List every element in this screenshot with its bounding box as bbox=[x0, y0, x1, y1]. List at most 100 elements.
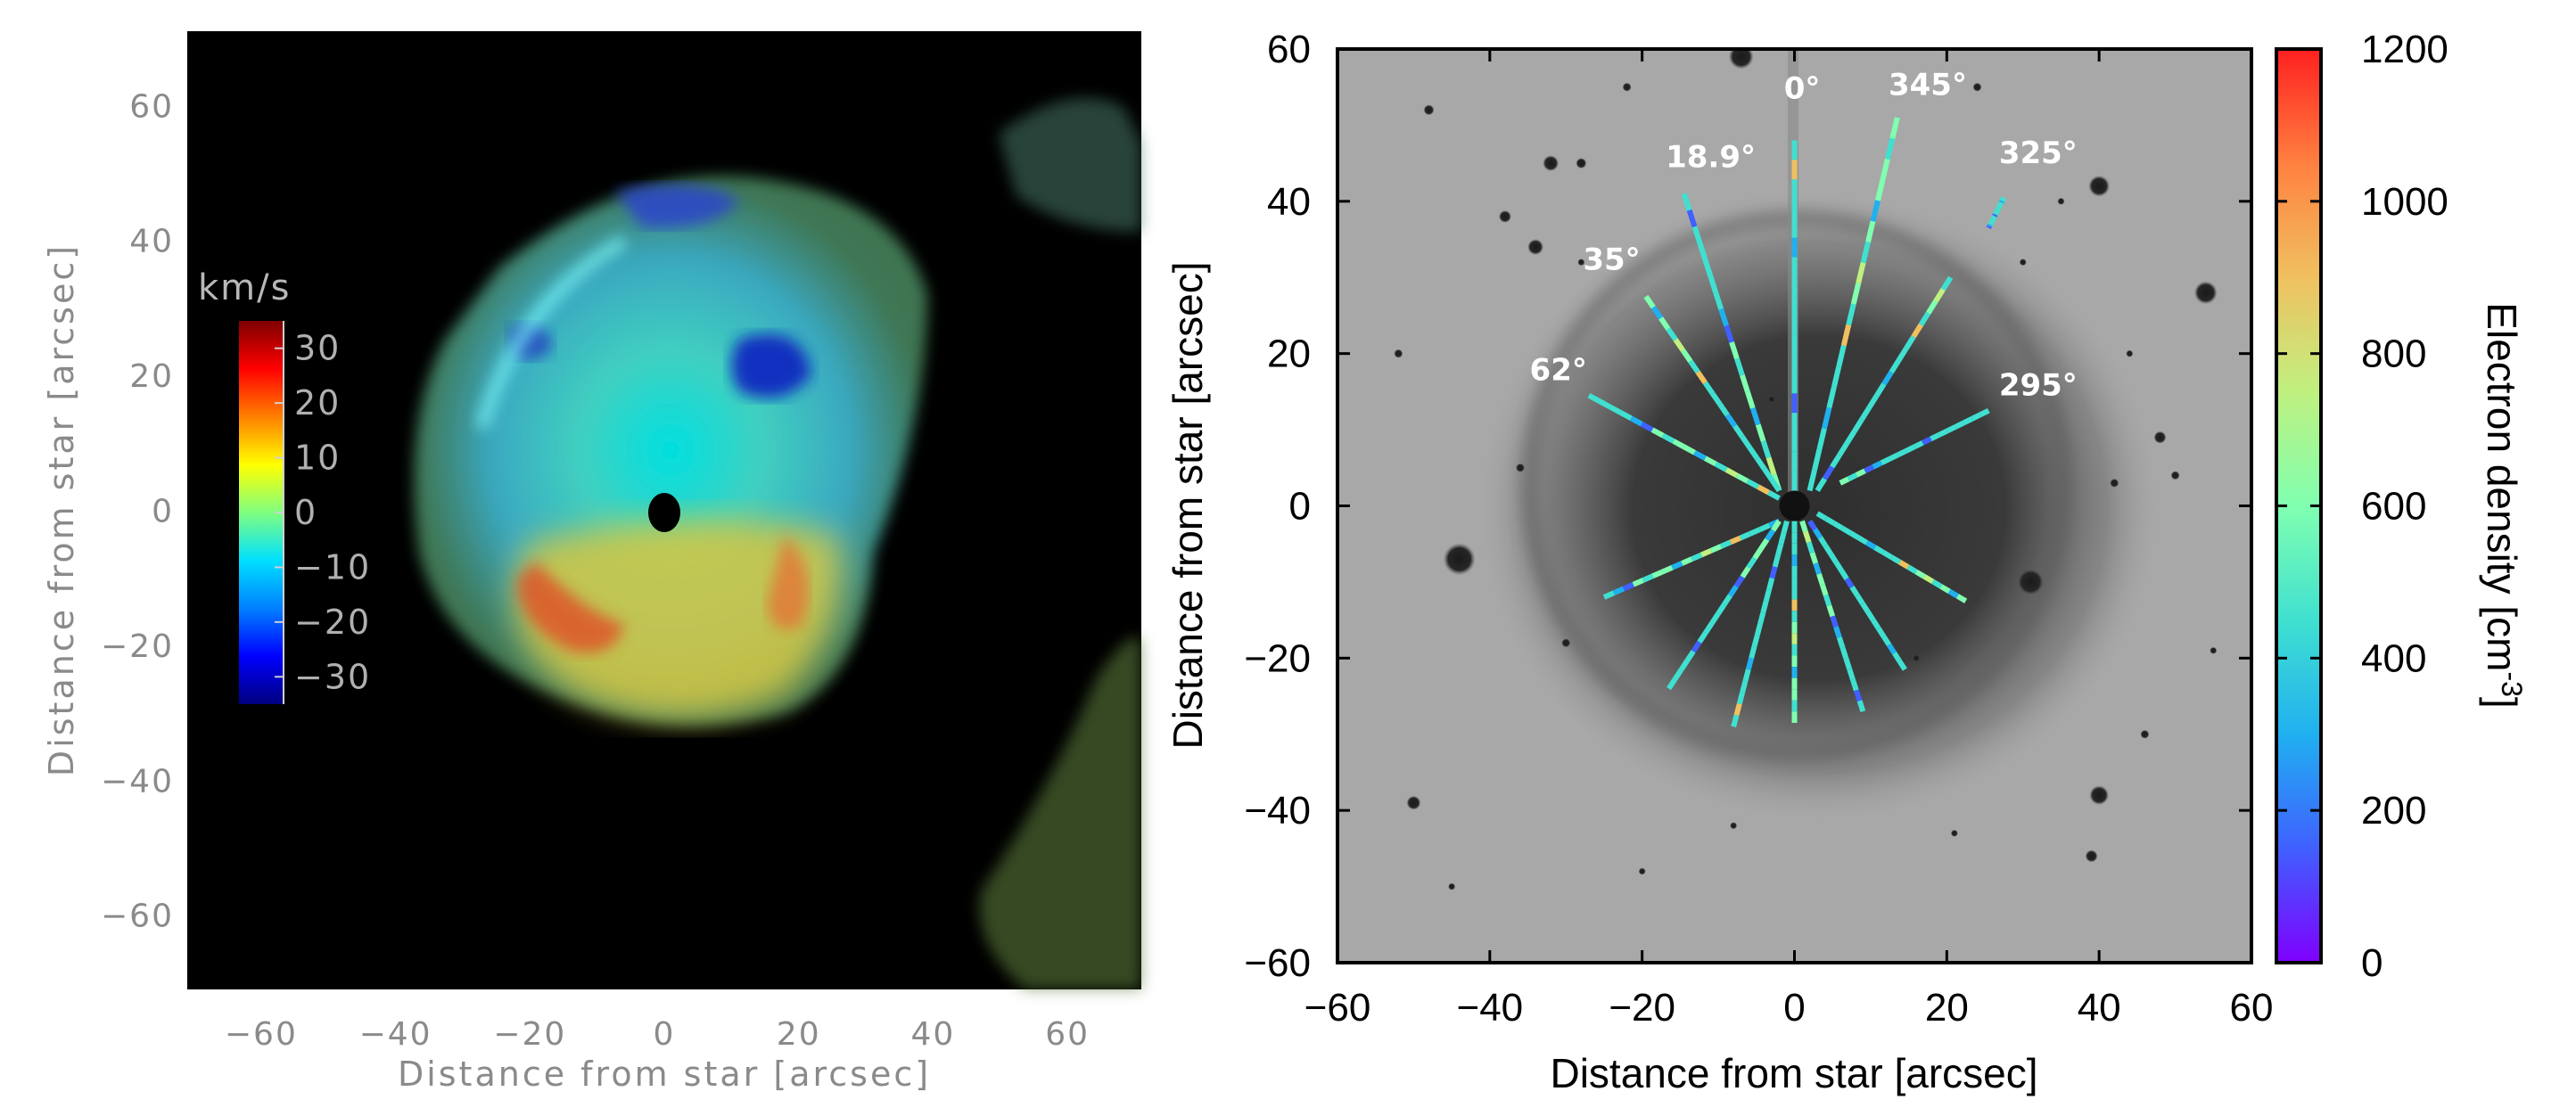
density-ray-segment bbox=[1947, 588, 1959, 599]
field-star bbox=[1543, 155, 1560, 172]
density-ray-segment bbox=[1718, 308, 1729, 327]
density-ray-segment bbox=[1755, 456, 1767, 471]
density-ray-segment bbox=[1740, 566, 1751, 579]
field-star bbox=[1576, 158, 1587, 169]
density-ray-segment bbox=[1939, 584, 1951, 594]
velocity-colorbar-tick-label: −10 bbox=[294, 547, 371, 587]
density-ray-segment bbox=[1839, 569, 1849, 580]
density-ray-segment bbox=[1678, 659, 1690, 672]
density-ray-segment bbox=[1874, 382, 1887, 398]
field-star bbox=[1394, 349, 1403, 358]
density-ray-segment bbox=[1697, 631, 1708, 644]
density-ray-segment bbox=[1826, 386, 1837, 409]
density-ray-segment bbox=[1864, 464, 1875, 474]
density-x-tick-label: 60 bbox=[2230, 986, 2274, 1030]
density-ray-segment bbox=[1840, 525, 1852, 536]
field-star bbox=[1516, 463, 1525, 472]
density-ray-segment bbox=[1729, 341, 1740, 360]
density-ray-segment bbox=[1815, 511, 1827, 521]
density-map-y-axis-label: Distance from star [arcsec] bbox=[1165, 261, 1211, 749]
density-ray-segment bbox=[1684, 650, 1696, 662]
density-ray-segment bbox=[1735, 472, 1749, 484]
density-colorbar-tick-label: 1200 bbox=[2361, 28, 2448, 71]
density-ray-segment bbox=[1921, 436, 1932, 446]
density-ray-segment bbox=[1765, 529, 1776, 542]
density-ray-segment bbox=[1729, 535, 1741, 546]
velocity-colorbar-tick-label: −20 bbox=[294, 603, 371, 642]
density-ray-segment bbox=[1769, 478, 1782, 493]
density-ray-segment bbox=[1855, 468, 1866, 478]
density-ray-segment bbox=[1830, 453, 1842, 469]
density-ray-segment bbox=[1873, 545, 1885, 555]
density-ray-segment bbox=[1836, 344, 1847, 367]
density-ray bbox=[1731, 520, 1790, 727]
density-ray-segment bbox=[1771, 519, 1782, 532]
density-colorbar-tick-label: 400 bbox=[2361, 636, 2426, 680]
density-ray-segment bbox=[1661, 432, 1675, 444]
density-ray-segment bbox=[1778, 531, 1787, 545]
density-ray-segment bbox=[1888, 452, 1899, 462]
density-ray-segment bbox=[1822, 406, 1832, 430]
field-star bbox=[1913, 654, 1921, 662]
density-ray-segment bbox=[1884, 137, 1896, 160]
density-ray-segment bbox=[1643, 294, 1656, 309]
density-ray-segment bbox=[1672, 439, 1686, 449]
density-ray-segment bbox=[1703, 455, 1717, 467]
density-ray-segment bbox=[1856, 261, 1866, 284]
density-ray-segment bbox=[1839, 647, 1849, 660]
density-ray-segment bbox=[1876, 627, 1887, 638]
density-ray-segment bbox=[1751, 634, 1760, 648]
density-ray-segment bbox=[1999, 198, 2006, 202]
density-ray-segment bbox=[1691, 640, 1702, 653]
density-ray-segment bbox=[1765, 456, 1777, 475]
angle-label: 35° bbox=[1583, 242, 1640, 278]
density-ray-segment bbox=[1640, 422, 1654, 432]
velocity-colorbar-tick-label: 20 bbox=[294, 383, 341, 423]
density-ray-segment bbox=[1990, 216, 1996, 221]
velocity-x-tick-label: −40 bbox=[359, 1016, 432, 1053]
density-x-tick-label: −60 bbox=[1304, 986, 1371, 1030]
velocity-map-x-axis-label: Distance from star [arcsec] bbox=[398, 1054, 931, 1094]
density-ray-segment bbox=[1744, 390, 1756, 409]
density-ray-segment bbox=[1688, 359, 1700, 374]
density-ray-segment bbox=[1930, 432, 1941, 441]
density-ray-segment bbox=[1697, 242, 1708, 261]
density-ray-segment bbox=[1667, 677, 1677, 691]
density-colorbar-tick-label: 0 bbox=[2361, 941, 2383, 985]
density-x-tick-label: 20 bbox=[1925, 986, 1969, 1030]
density-ray bbox=[1815, 275, 1954, 493]
density-ray-segment bbox=[1690, 552, 1703, 562]
density-ray-segment bbox=[1891, 652, 1902, 663]
density-ray-segment bbox=[1716, 603, 1726, 616]
density-ray-segment bbox=[1673, 338, 1685, 352]
density-ray-segment bbox=[1918, 311, 1931, 326]
density-ray-segment bbox=[1619, 410, 1633, 421]
velocity-x-tick-label: 40 bbox=[911, 1016, 956, 1053]
density-ray bbox=[1643, 294, 1782, 493]
density-ray bbox=[1839, 408, 1990, 486]
density-ray-segment bbox=[1713, 291, 1724, 310]
density-ray-segment bbox=[1880, 456, 1891, 466]
density-ray-segment bbox=[1856, 535, 1869, 546]
density-ray-segment bbox=[1852, 418, 1864, 433]
density-ray-segment bbox=[1828, 552, 1839, 564]
angle-label: 0° bbox=[1784, 71, 1821, 107]
velocity-map-panel: km/s 30 20 10 0 −10 −20 −30 −60 −40 −20 0 20 40 60 60… bbox=[42, 31, 1141, 1094]
density-ray-segment bbox=[1762, 467, 1774, 482]
density-ray-segment bbox=[1931, 579, 1943, 589]
density-ray-segment bbox=[1860, 602, 1871, 613]
density-ray-segment bbox=[1865, 540, 1877, 550]
density-ray-segment bbox=[1710, 391, 1723, 406]
density-ray-segment bbox=[1971, 412, 1982, 422]
density-ray-segment bbox=[1839, 476, 1850, 486]
velocity-x-tick-label: −20 bbox=[493, 1016, 566, 1053]
density-y-tick-label: −60 bbox=[1244, 941, 1311, 985]
density-ray-segment bbox=[1740, 373, 1750, 393]
density-colorbar-tick-label: 600 bbox=[2361, 485, 2426, 529]
density-ray-segment bbox=[1866, 394, 1880, 409]
density-ray-segment bbox=[1905, 444, 1916, 454]
density-ray-segment bbox=[1752, 547, 1764, 560]
density-ray-segment bbox=[1742, 669, 1751, 682]
density-ray-segment bbox=[1911, 323, 1923, 339]
density-ray-segment bbox=[1881, 550, 1893, 560]
